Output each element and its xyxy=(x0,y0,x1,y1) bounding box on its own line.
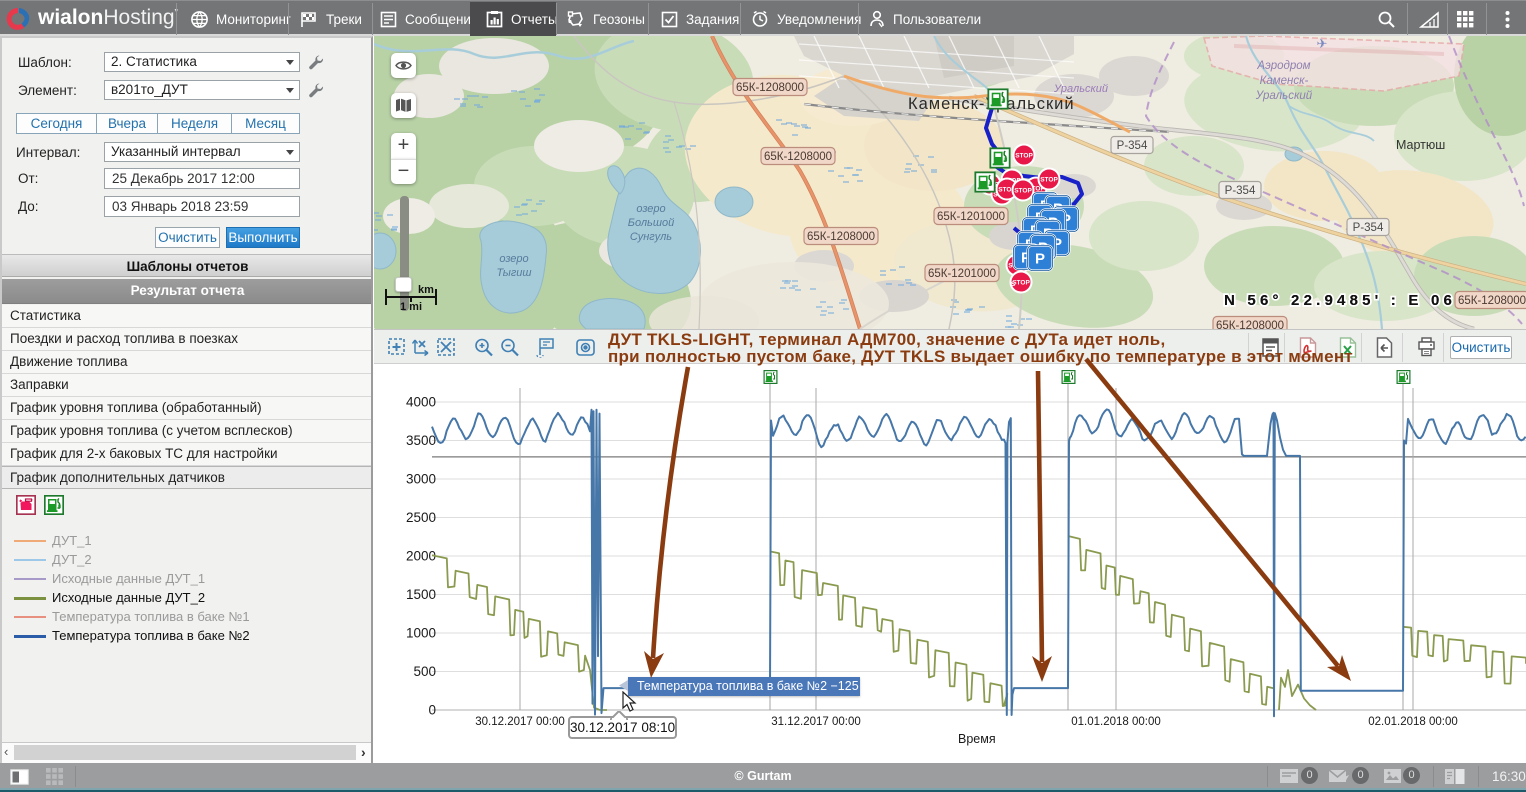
svg-text:N 56° 22.9485' : E 06: N 56° 22.9485' : E 06 xyxy=(1224,292,1456,309)
svg-text:Р-354: Р-354 xyxy=(1353,222,1384,234)
svg-text:STOP: STOP xyxy=(1040,177,1058,184)
svg-text:65К-1208000: 65К-1208000 xyxy=(807,231,875,243)
svg-text:Тыгиш: Тыгиш xyxy=(496,267,531,279)
svg-text:STOP: STOP xyxy=(1027,186,1045,193)
svg-text:✈: ✈ xyxy=(1317,36,1328,51)
svg-text:30.12.2017 00:00: 30.12.2017 00:00 xyxy=(475,716,565,728)
svg-text:500: 500 xyxy=(413,664,436,679)
svg-text:S: S xyxy=(1011,281,1016,288)
svg-text:3000: 3000 xyxy=(406,472,436,487)
svg-text:Мартюш: Мартюш xyxy=(1396,138,1445,152)
svg-text:Аэродром: Аэродром xyxy=(1256,60,1310,72)
svg-text:65К-1208000: 65К-1208000 xyxy=(764,151,832,163)
svg-text:озеро: озеро xyxy=(499,253,528,265)
svg-text:STOP: STOP xyxy=(1014,188,1032,195)
svg-text:N 56° 22.9485' : E 06: N 56° 22.9485' : E 06 xyxy=(1224,292,1456,309)
svg-text:65К-1208000: 65К-1208000 xyxy=(736,82,804,94)
svg-text:4000: 4000 xyxy=(406,395,436,410)
svg-text:01.01.2018 00:00: 01.01.2018 00:00 xyxy=(1071,716,1161,728)
svg-text:1500: 1500 xyxy=(406,587,436,602)
svg-text:1 mi: 1 mi xyxy=(400,301,422,313)
svg-text:Р-354: Р-354 xyxy=(1225,185,1256,197)
svg-text:65К-1201000: 65К-1201000 xyxy=(928,268,996,280)
svg-text:STOP: STOP xyxy=(1012,280,1030,287)
svg-text:65К-1201000: 65К-1201000 xyxy=(937,211,1005,223)
svg-text:65К-1208000: 65К-1208000 xyxy=(1216,320,1284,329)
svg-text:STOP: STOP xyxy=(998,187,1016,194)
svg-text:1000: 1000 xyxy=(406,626,436,641)
svg-text:озеро: озеро xyxy=(636,203,665,215)
svg-text:2500: 2500 xyxy=(406,510,436,525)
svg-text:3500: 3500 xyxy=(406,433,436,448)
svg-text:P: P xyxy=(1021,250,1031,267)
svg-text:Уральский: Уральский xyxy=(1053,83,1108,95)
svg-text:km: km xyxy=(418,284,434,296)
svg-text:2000: 2000 xyxy=(406,549,436,564)
svg-text:31.12.2017 00:00: 31.12.2017 00:00 xyxy=(771,716,861,728)
svg-text:Уральский: Уральский xyxy=(1255,90,1313,102)
svg-text:P: P xyxy=(1035,251,1045,268)
svg-text:P: P xyxy=(1052,236,1062,253)
svg-text:Каменск-: Каменск- xyxy=(1260,75,1309,87)
svg-text:Время: Время xyxy=(958,732,996,746)
svg-text:0: 0 xyxy=(428,703,436,718)
svg-text:Сунгуль: Сунгуль xyxy=(630,231,672,243)
svg-text:Р-354: Р-354 xyxy=(1117,140,1148,152)
svg-text:65К-1208000: 65К-1208000 xyxy=(1458,295,1526,307)
svg-text:STOP: STOP xyxy=(1015,153,1033,160)
svg-text:Большой: Большой xyxy=(628,217,674,229)
svg-text:02.01.2018 00:00: 02.01.2018 00:00 xyxy=(1368,716,1458,728)
